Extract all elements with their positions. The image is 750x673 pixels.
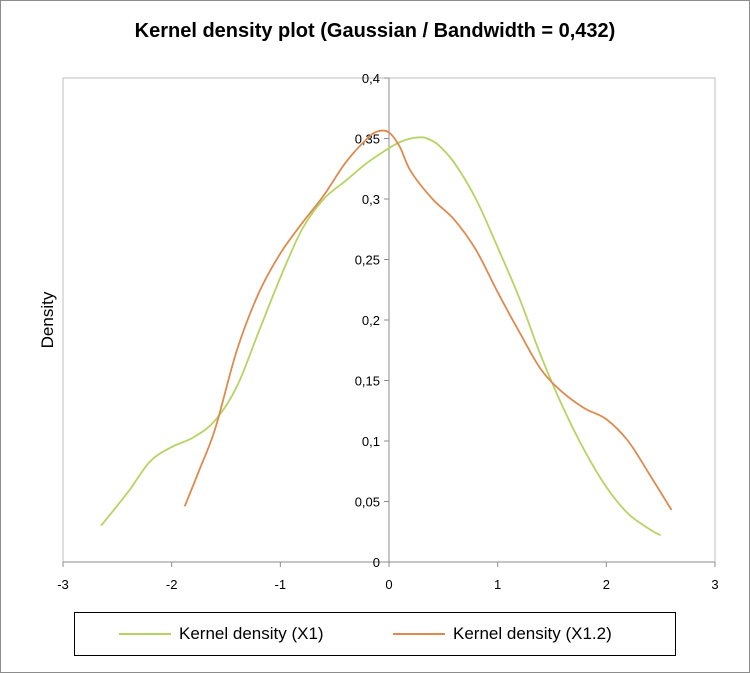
axes: -3 -2 -1 0 1 2 300,050,10,150,20,250,30,350,4 (57, 71, 718, 592)
x-tick-label: -3 (57, 577, 69, 592)
legend-swatch-x1 (119, 633, 171, 635)
y-tick-label: 0,3 (362, 192, 380, 207)
legend-label-x1: Kernel density (X1) (179, 624, 324, 643)
legend-label-x1-2: Kernel density (X1.2) (453, 624, 612, 643)
y-tick-label: 0,2 (362, 313, 380, 328)
y-tick-label: 0,05 (355, 495, 380, 510)
x-tick-label: 3 (711, 577, 718, 592)
x-tick-label: -2 (166, 577, 178, 592)
series-lines (100, 129, 673, 537)
legend-swatch-x1-2 (393, 633, 445, 635)
y-tick-label: 0,15 (355, 374, 380, 389)
legend: Kernel density (X1) Kernel density (X1.2… (74, 612, 676, 656)
x-tick-label: 2 (603, 577, 610, 592)
chart-title: Kernel density plot (Gaussian / Bandwidt… (134, 20, 616, 42)
legend-item-x1: Kernel density (X1) (119, 613, 324, 655)
y-tick-label: 0,25 (355, 253, 380, 268)
y-tick-label: 0,4 (362, 71, 380, 86)
series-line-x1 (100, 136, 662, 537)
x-tick-label: 1 (494, 577, 501, 592)
x-tick-label: -1 (275, 577, 287, 592)
x-tick-label: 0 (385, 577, 392, 592)
y-tick-label: 0,1 (362, 434, 380, 449)
legend-item-x1-2: Kernel density (X1.2) (393, 613, 612, 655)
series-line-x1-2 (183, 129, 673, 511)
y-tick-label: 0 (373, 555, 380, 570)
y-axis-label: Density (38, 291, 57, 348)
